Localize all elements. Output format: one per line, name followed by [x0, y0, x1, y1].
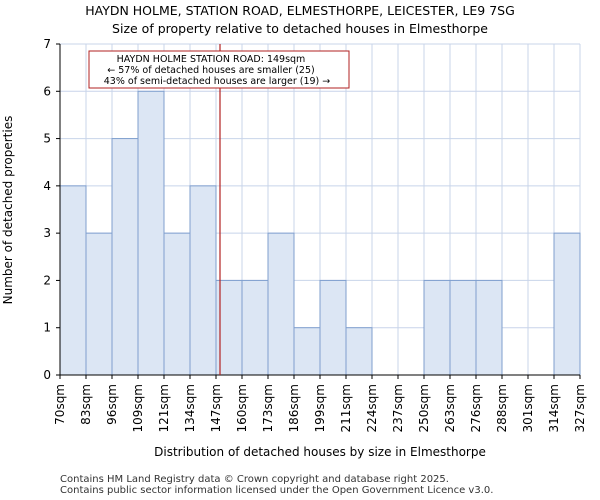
footer-copyright: Contains HM Land Registry data © Crown c… [60, 474, 449, 485]
bar-276sqm [475, 279, 503, 376]
bar-chart: 0 1 2 3 4 5 6 7 70sqm 83sqm 96sqm 109sqm 121sqm 134s… [1, 37, 587, 459]
bar-314sqm [553, 232, 581, 376]
bar-160sqm [241, 279, 269, 376]
footer-licence: Contains public sector information licen… [60, 485, 494, 496]
x-tick-label: 121sqm [157, 384, 171, 432]
bar-96sqm [111, 138, 139, 376]
bar-121sqm [163, 232, 191, 376]
annotation-line1: HAYDN HOLME STATION ROAD: 149sqm [117, 54, 306, 65]
annotation-box [88, 50, 350, 89]
x-tick-label: 83sqm [79, 384, 93, 425]
bar-186sqm [293, 327, 321, 376]
bar-70sqm [59, 185, 87, 376]
x-tick-labels: 70sqm 83sqm 96sqm 109sqm 121sqm 134sqm 147sqm 1… [53, 384, 587, 432]
bar-263sqm [449, 279, 477, 376]
y-tick-label: 7 [43, 37, 51, 51]
bar-211sqm [345, 327, 373, 376]
x-tick-label: 173sqm [261, 384, 275, 432]
bar-250sqm [423, 279, 451, 376]
x-tick-label: 314sqm [547, 384, 561, 432]
x-tick-label: 186sqm [287, 384, 301, 432]
y-axis-label: Number of detached properties [1, 116, 15, 305]
x-tick-label: 288sqm [495, 384, 509, 432]
x-tick-label: 134sqm [183, 384, 197, 432]
bar-83sqm [85, 232, 113, 376]
x-tick-label: 276sqm [469, 384, 483, 432]
annotation-line3: 43% of semi-detached houses are larger (… [104, 76, 331, 87]
chart-title: Size of property relative to detached ho… [112, 21, 488, 36]
property-marker: HAYDN HOLME STATION ROAD: 149sqm← 57% of… [88, 44, 350, 375]
x-tick-label: 327sqm [573, 384, 587, 432]
x-tick-label: 199sqm [313, 384, 327, 432]
x-tick-label: 224sqm [365, 384, 379, 432]
axes [56, 43, 581, 379]
y-tick-label: 2 [43, 273, 51, 287]
x-tick-label: 211sqm [339, 384, 353, 432]
x-tick-label: 250sqm [417, 384, 431, 432]
annotation-line2: ← 57% of detached houses are smaller (25… [107, 65, 314, 76]
x-tick-label: 160sqm [235, 384, 249, 432]
bar-199sqm [319, 279, 347, 376]
x-axis-label: Distribution of detached houses by size … [154, 445, 486, 459]
x-tick-label: 263sqm [443, 384, 457, 432]
chart-title-address: HAYDN HOLME, STATION ROAD, ELMESTHORPE, … [85, 3, 515, 18]
bar-173sqm [267, 232, 295, 376]
x-tick-label: 301sqm [521, 384, 535, 432]
x-tick-label: 96sqm [105, 384, 119, 425]
bars [59, 90, 581, 376]
y-tick-label: 1 [43, 321, 51, 335]
x-tick-label: 147sqm [209, 384, 223, 432]
y-tick-label: 4 [43, 179, 51, 193]
x-tick-label: 70sqm [53, 384, 67, 425]
y-tick-label: 3 [43, 226, 51, 240]
x-tick-label: 237sqm [391, 384, 405, 432]
y-tick-label: 5 [43, 132, 51, 146]
y-tick-label: 6 [43, 84, 51, 98]
bar-109sqm [137, 90, 165, 376]
x-tick-label: 109sqm [131, 384, 145, 432]
bar-134sqm [189, 185, 217, 376]
y-tick-label: 0 [43, 368, 51, 382]
y-tick-labels: 0 1 2 3 4 5 6 7 [43, 37, 51, 382]
